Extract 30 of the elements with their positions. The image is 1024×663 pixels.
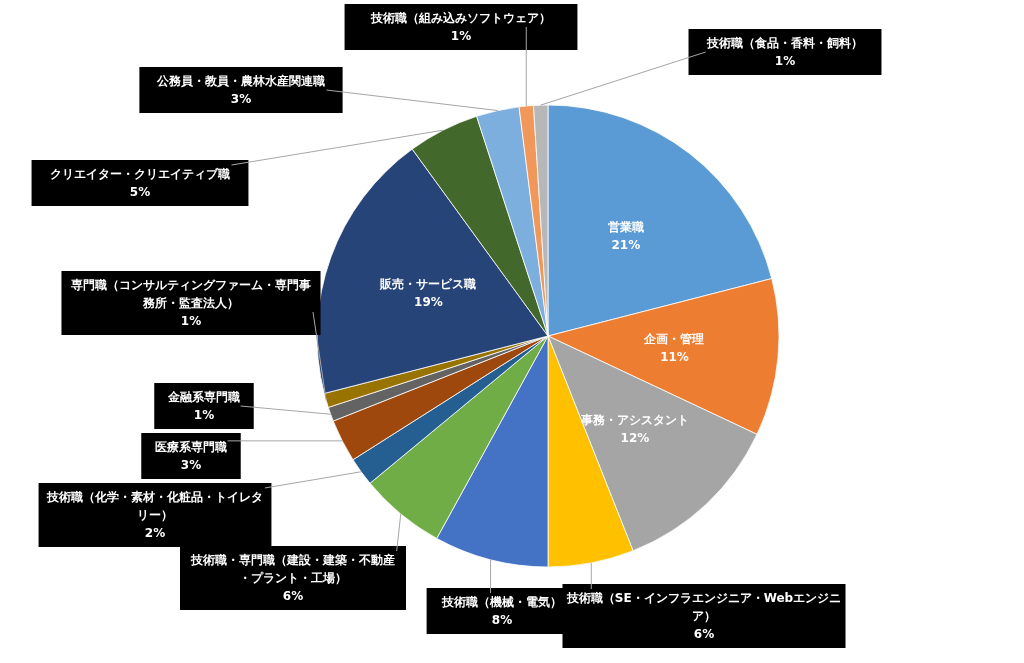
- slice-label: 技術職（食品・香料・飼料）: [706, 36, 863, 50]
- data-label: 11%: [660, 349, 689, 364]
- slice-label: 医療系専門職: [155, 440, 227, 454]
- data-label: 12%: [620, 430, 650, 445]
- slice-label: 金融系専門職: [167, 390, 240, 404]
- data-label: 3%: [180, 458, 202, 472]
- slice-label: 技術職・専門職（建設・建築・不動産・プラント・工場）: [190, 553, 395, 585]
- slice-label: 技術職（組み込みソフトウェア）: [370, 11, 551, 25]
- slice-label: 専門職（コンサルティングファーム・専門事務所・監査法人）: [70, 278, 311, 310]
- data-label: 6%: [282, 589, 304, 603]
- slice-label: 技術職（機械・電気）: [441, 595, 562, 609]
- data-label: 1%: [450, 29, 472, 43]
- data-label: 3%: [230, 92, 252, 106]
- data-label: 1%: [774, 54, 796, 68]
- data-label: 19%: [414, 294, 443, 309]
- data-label: 1%: [193, 408, 215, 422]
- slice-label: 販売・サービス職: [379, 276, 477, 291]
- data-label: 5%: [129, 185, 151, 199]
- slice-label: 公務員・教員・農林水産関連職: [156, 74, 325, 88]
- slice-label: 事務・アシスタント: [579, 412, 689, 427]
- slice-label: 営業職: [607, 219, 644, 234]
- data-label: 6%: [693, 627, 715, 641]
- data-label: 8%: [491, 613, 513, 627]
- slice-label: 企画・管理: [643, 331, 705, 346]
- slice-label: 技術職（SE・インフラエンジニア・Webエンジニア）: [565, 591, 842, 623]
- data-label: 2%: [144, 526, 166, 540]
- slice-label: 技術職（化学・素材・化粧品・トイレタリー）: [46, 490, 263, 522]
- data-label: 21%: [611, 237, 641, 252]
- slice-label: クリエイター・クリエイティブ職: [50, 167, 230, 181]
- data-label: 1%: [180, 314, 202, 328]
